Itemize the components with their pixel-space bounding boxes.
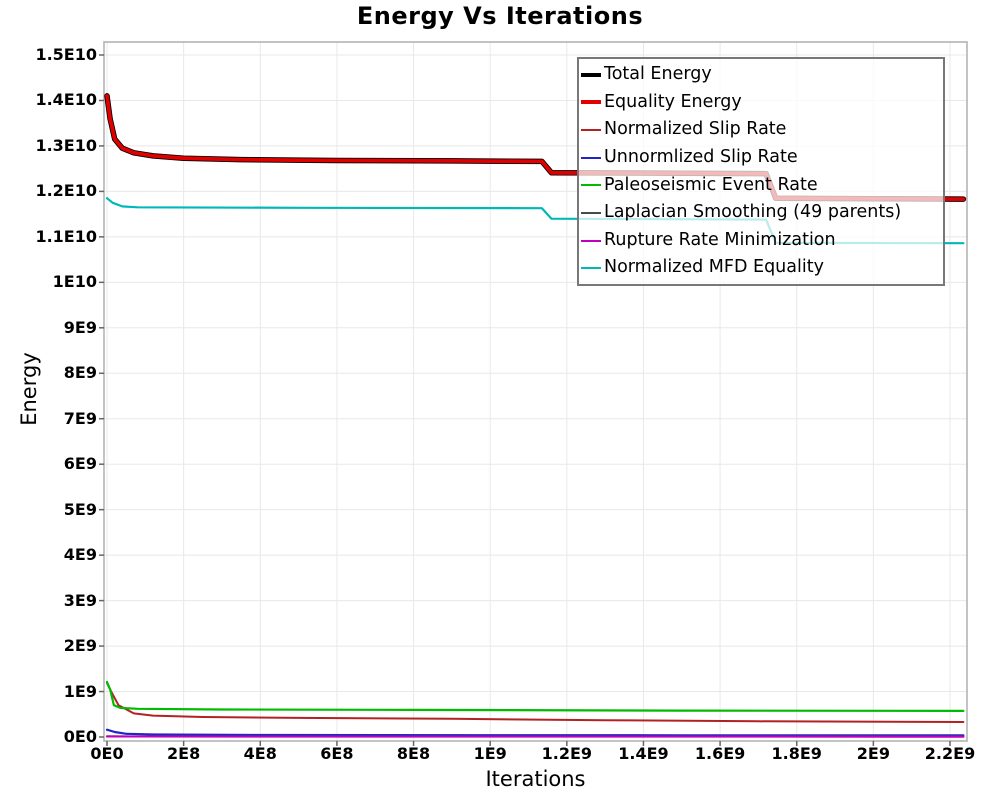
y-tick-label: 5E9: [63, 499, 97, 519]
legend-label: Total Energy: [604, 64, 712, 85]
y-tick-label: 1.4E10: [35, 90, 97, 110]
y-tick-label: 1.3E10: [35, 135, 97, 155]
legend-item-paleoseismic-event-rate: Paleoseismic Event Rate: [581, 172, 943, 198]
legend-swatch-icon: [581, 72, 601, 77]
y-tick-label: 9E9: [63, 317, 97, 337]
legend-item-total-energy: Total Energy: [581, 62, 943, 88]
legend-label: Unnormlized Slip Rate: [604, 146, 798, 167]
x-tick-label: 1.6E9: [694, 744, 746, 763]
x-tick-label: 0E0: [90, 744, 124, 763]
x-tick-label: 2.2E9: [924, 744, 976, 763]
series-line-unnormlized-slip-rate: [105, 728, 965, 737]
x-tick-label: 1.4E9: [618, 744, 669, 763]
chart-title: Energy Vs Iterations: [356, 2, 644, 30]
plot-border: [103, 41, 968, 742]
x-tick-label: 1.2E9: [541, 744, 593, 763]
x-tick-label: 6E8: [320, 744, 354, 763]
series-line-normalized-slip-rate: [106, 681, 965, 723]
x-tick-label: 4E8: [243, 744, 277, 763]
legend-swatch-icon: [581, 267, 601, 270]
legend-item-normalized-mfd-equality: Normalized MFD Equality: [581, 255, 943, 281]
legend-label: Normalized Slip Rate: [604, 119, 787, 140]
legend-label: Paleoseismic Event Rate: [604, 174, 818, 195]
legend-item-normalized-slip-rate: Normalized Slip Rate: [581, 117, 943, 143]
y-tick-label: 1.2E10: [35, 181, 97, 201]
y-tick-label: 6E9: [63, 454, 97, 474]
legend-label: Normalized MFD Equality: [604, 257, 824, 278]
y-tick-label: 0E0: [63, 727, 97, 746]
legend-swatch-icon: [581, 239, 601, 242]
legend-swatch-icon: [581, 211, 601, 214]
legend-swatch-icon: [581, 184, 601, 187]
y-tick-label: 1.1E10: [35, 226, 97, 246]
legend: Total Energy Equality Energy Normalized Sl…: [577, 57, 945, 286]
y-tick-label: 4E9: [63, 545, 97, 565]
legend-item-equality-energy: Equality Energy: [581, 89, 943, 115]
legend-label: Equality Energy: [604, 91, 742, 112]
legend-label: Laplacian Smoothing (49 parents): [604, 202, 902, 223]
legend-swatch-icon: [581, 100, 601, 105]
legend-swatch-icon: [581, 156, 601, 159]
y-tick-label: 1.5E10: [35, 45, 97, 64]
x-tick-label: 2E8: [167, 744, 201, 763]
x-tick-label: 1E9: [473, 744, 507, 763]
y-axis-title: Energy: [17, 352, 41, 426]
x-tick-label: 8E8: [396, 744, 431, 763]
y-tick-label: 1E10: [52, 272, 97, 292]
y-tick-label: 3E9: [63, 590, 97, 610]
y-tick-label: 8E9: [63, 363, 97, 383]
y-tick-label: 1E9: [63, 681, 97, 701]
legend-item-unnormlized-slip-rate: Unnormlized Slip Rate: [581, 145, 943, 171]
y-tick-label: 7E9: [63, 408, 97, 428]
x-tick-label: 1.8E9: [771, 744, 822, 763]
legend-item-rupture-rate-minimization: Rupture Rate Minimization: [581, 228, 943, 254]
x-tick-label: 2E9: [856, 744, 890, 763]
legend-item-laplacian-smoothing-49-parents: Laplacian Smoothing (49 parents): [581, 200, 943, 226]
y-tick-label: 2E9: [63, 636, 97, 656]
legend-label: Rupture Rate Minimization: [604, 229, 836, 250]
series-line-paleoseismic-event-rate: [105, 680, 965, 713]
legend-swatch-icon: [581, 129, 601, 132]
x-axis-title: Iterations: [485, 767, 586, 791]
